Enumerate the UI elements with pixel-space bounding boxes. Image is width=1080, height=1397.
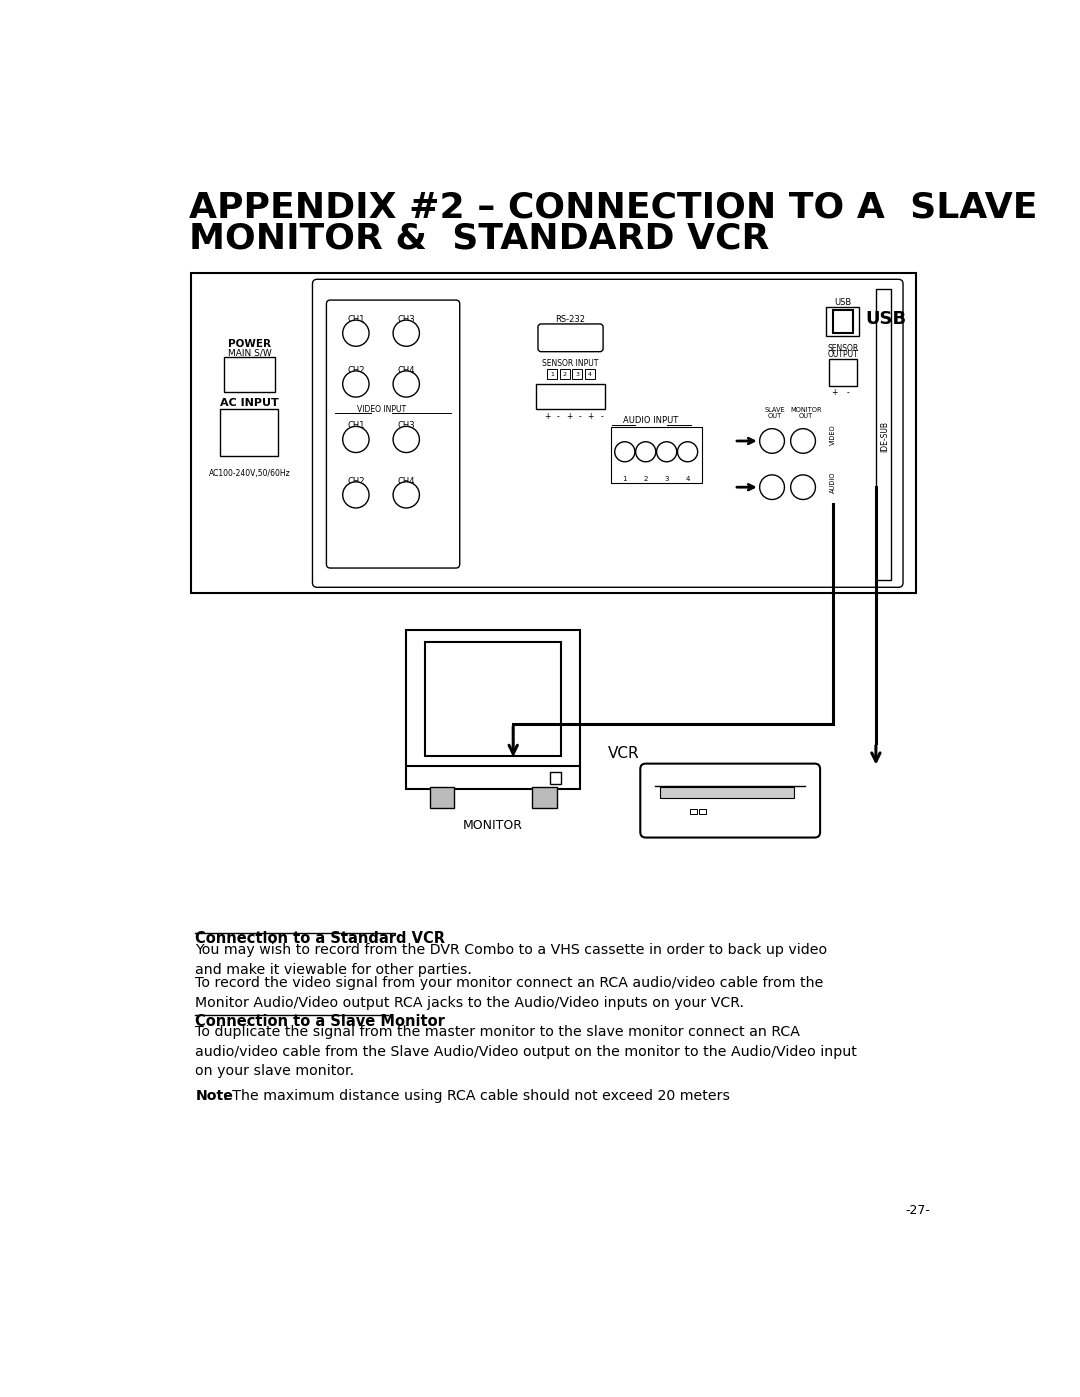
Bar xyxy=(572,369,582,379)
Text: MAIN S/W: MAIN S/W xyxy=(228,349,271,358)
Circle shape xyxy=(393,426,419,453)
Text: CH1: CH1 xyxy=(347,314,365,324)
Text: OUT: OUT xyxy=(799,412,813,419)
Text: To record the video signal from your monitor connect an RCA audio/video cable fr: To record the video signal from your mon… xyxy=(195,977,824,1010)
Bar xyxy=(829,359,858,387)
Text: -27-: -27- xyxy=(905,1204,930,1218)
Text: Note: Note xyxy=(195,1090,233,1104)
Text: : The maximum distance using RCA cable should not exceed 20 meters: : The maximum distance using RCA cable s… xyxy=(224,1090,730,1104)
Text: Connection to a Standard VCR: Connection to a Standard VCR xyxy=(195,932,445,947)
Bar xyxy=(406,630,580,767)
Bar xyxy=(584,369,595,379)
Text: SENSOR: SENSOR xyxy=(827,344,859,353)
Text: SLAVE: SLAVE xyxy=(765,407,785,414)
FancyBboxPatch shape xyxy=(312,279,903,587)
FancyBboxPatch shape xyxy=(326,300,460,569)
Circle shape xyxy=(342,426,369,453)
Bar xyxy=(191,274,916,592)
Text: CH4: CH4 xyxy=(397,366,415,374)
Text: CH2: CH2 xyxy=(347,366,365,374)
Text: USB: USB xyxy=(835,298,852,307)
Text: OUT: OUT xyxy=(768,412,782,419)
Text: CH4: CH4 xyxy=(397,476,415,486)
Text: 1: 1 xyxy=(622,476,627,482)
Circle shape xyxy=(791,475,815,500)
Text: 3: 3 xyxy=(664,476,669,482)
Text: MONITOR &  STANDARD VCR: MONITOR & STANDARD VCR xyxy=(189,222,770,256)
Circle shape xyxy=(342,320,369,346)
Circle shape xyxy=(342,372,369,397)
Bar xyxy=(660,788,794,798)
Bar xyxy=(548,369,557,379)
Circle shape xyxy=(342,482,369,509)
Text: AUDIO: AUDIO xyxy=(829,472,836,493)
Bar xyxy=(531,788,556,807)
Text: +: + xyxy=(831,388,837,397)
Text: +: + xyxy=(588,412,594,420)
Text: CH3: CH3 xyxy=(397,420,415,430)
Text: POWER: POWER xyxy=(228,339,271,349)
Bar xyxy=(424,643,562,756)
Text: +: + xyxy=(566,412,572,420)
Text: -: - xyxy=(847,388,849,397)
FancyBboxPatch shape xyxy=(538,324,603,352)
Text: AUDIO INPUT: AUDIO INPUT xyxy=(623,416,678,426)
Bar xyxy=(690,809,697,814)
Text: 2: 2 xyxy=(644,476,648,482)
Circle shape xyxy=(393,372,419,397)
FancyBboxPatch shape xyxy=(640,764,820,838)
Text: AC INPUT: AC INPUT xyxy=(220,398,279,408)
Bar xyxy=(430,788,455,807)
Text: 1: 1 xyxy=(551,372,554,377)
Bar xyxy=(559,369,570,379)
Text: +: + xyxy=(544,412,551,420)
Text: APPENDIX #2 – CONNECTION TO A  SLAVE: APPENDIX #2 – CONNECTION TO A SLAVE xyxy=(189,190,1038,225)
Text: AC100-240V,50/60Hz: AC100-240V,50/60Hz xyxy=(208,469,291,478)
Text: To duplicate the signal from the master monitor to the slave monitor connect an : To duplicate the signal from the master … xyxy=(195,1025,858,1078)
Bar xyxy=(406,766,580,789)
Bar xyxy=(699,809,706,814)
Circle shape xyxy=(393,320,419,346)
Text: VIDEO INPUT: VIDEO INPUT xyxy=(356,405,406,414)
Text: MONITOR: MONITOR xyxy=(463,819,523,831)
Text: CH1: CH1 xyxy=(347,420,365,430)
Bar xyxy=(225,358,275,393)
Bar xyxy=(833,310,852,334)
Circle shape xyxy=(791,429,815,453)
Circle shape xyxy=(393,482,419,509)
Text: 3: 3 xyxy=(576,372,579,377)
Circle shape xyxy=(615,441,635,462)
Circle shape xyxy=(759,429,784,453)
Text: -: - xyxy=(579,412,581,420)
Text: Connection to a Slave Monitor: Connection to a Slave Monitor xyxy=(195,1014,445,1028)
Text: CH3: CH3 xyxy=(397,314,415,324)
Circle shape xyxy=(636,441,656,462)
Text: VCR: VCR xyxy=(608,746,639,761)
Text: 2: 2 xyxy=(563,372,567,377)
Text: IDE-SUB: IDE-SUB xyxy=(880,420,890,451)
Text: SENSOR INPUT: SENSOR INPUT xyxy=(542,359,598,367)
Text: OUTPUT: OUTPUT xyxy=(828,351,859,359)
Bar xyxy=(537,384,605,409)
Text: VIDEO: VIDEO xyxy=(829,425,836,446)
Circle shape xyxy=(759,475,784,500)
Text: -: - xyxy=(600,412,603,420)
Text: USB: USB xyxy=(865,310,906,328)
Text: You may wish to record from the DVR Combo to a VHS cassette in order to back up : You may wish to record from the DVR Comb… xyxy=(195,943,827,977)
Text: CH2: CH2 xyxy=(347,476,365,486)
Text: RS-232: RS-232 xyxy=(555,314,585,324)
Bar xyxy=(551,773,562,784)
Bar xyxy=(826,307,859,337)
Circle shape xyxy=(657,441,677,462)
Bar xyxy=(611,427,702,482)
Bar xyxy=(755,427,836,504)
Text: -: - xyxy=(557,412,559,420)
Text: 4: 4 xyxy=(588,372,592,377)
Bar xyxy=(876,289,891,580)
Text: MONITOR: MONITOR xyxy=(791,407,822,414)
Text: 4: 4 xyxy=(686,476,690,482)
Circle shape xyxy=(677,441,698,462)
Bar xyxy=(220,409,278,457)
